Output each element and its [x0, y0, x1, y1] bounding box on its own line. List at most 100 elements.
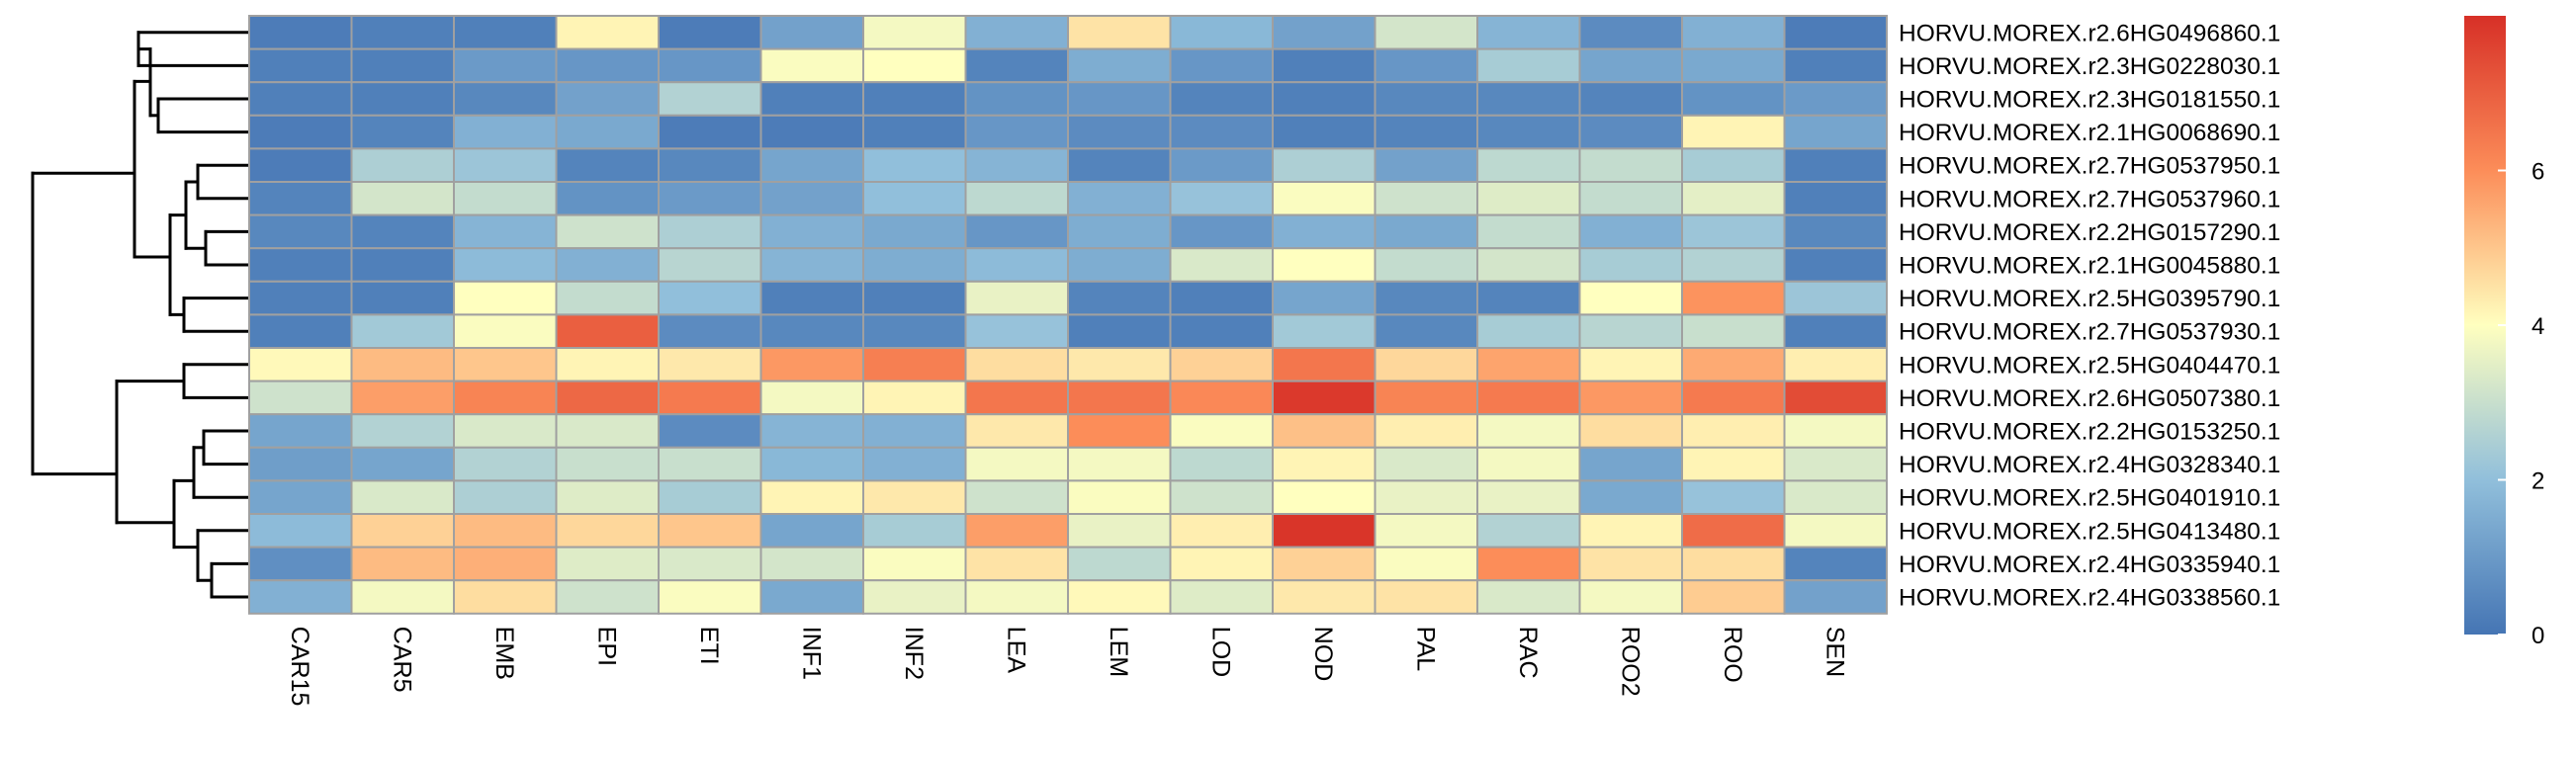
heatmap-cell — [350, 413, 455, 449]
heatmap-cell — [862, 47, 967, 84]
heatmap-cell — [453, 81, 558, 117]
heatmap-cell — [453, 247, 558, 283]
colorbar-tick-label: 2 — [2532, 468, 2544, 495]
heatmap-cell — [658, 413, 762, 449]
heatmap-cell — [964, 446, 1069, 482]
heatmap-cell — [1476, 247, 1581, 283]
heatmap-cell — [1272, 247, 1377, 283]
heatmap-cell — [1681, 147, 1786, 183]
heatmap-cell — [862, 413, 967, 449]
heatmap-cell — [1681, 114, 1786, 150]
heatmap-cell — [1272, 513, 1377, 549]
heatmap-cell — [1272, 579, 1377, 615]
heatmap-cell — [555, 280, 660, 316]
heatmap-cell — [1374, 513, 1478, 549]
heatmap-cell — [1783, 546, 1888, 582]
heatmap-cell — [1783, 380, 1888, 416]
heatmap-cell — [658, 147, 762, 183]
heatmap-cell — [964, 380, 1069, 416]
heatmap-cell — [759, 280, 864, 316]
heatmap-cell — [248, 513, 353, 549]
heatmap-cell — [453, 479, 558, 515]
heatmap-cell — [862, 147, 967, 183]
heatmap-cell — [964, 479, 1069, 515]
heatmap-cell — [1374, 81, 1478, 117]
heatmap-cell — [453, 280, 558, 316]
heatmap-cell — [453, 579, 558, 615]
column-label: LEA — [1002, 627, 1029, 674]
heatmap-cell — [964, 147, 1069, 183]
heatmap-cell — [1169, 47, 1274, 84]
heatmap-cell — [248, 114, 353, 150]
heatmap-cell — [555, 546, 660, 582]
row-label: HORVU.MOREX.r2.4HG0328340.1 — [1899, 452, 2280, 478]
heatmap-cell — [555, 513, 660, 549]
row-label: HORVU.MOREX.r2.4HG0335940.1 — [1899, 551, 2280, 578]
column-label: CAR5 — [388, 627, 415, 693]
heatmap-cell — [555, 347, 660, 382]
heatmap-cell — [1169, 81, 1274, 117]
heatmap-cell — [964, 513, 1069, 549]
heatmap-cell — [658, 47, 762, 84]
heatmap-cell — [1067, 546, 1172, 582]
column-label: RAC — [1514, 627, 1542, 679]
heatmap-cell — [1476, 213, 1581, 250]
heatmap-cell — [862, 446, 967, 482]
color-legend: 0 2 4 6 — [2464, 16, 2544, 649]
heatmap-cell — [555, 81, 660, 117]
heatmap-cell — [1783, 247, 1888, 283]
heatmap-cell — [1067, 313, 1172, 349]
heatmap-cell — [350, 313, 455, 349]
heatmap-cell — [658, 513, 762, 549]
row-label: HORVU.MOREX.r2.2HG0157290.1 — [1899, 219, 2280, 246]
heatmap-cell — [1681, 213, 1786, 250]
heatmap-cell — [658, 479, 762, 515]
heatmap-cell — [964, 546, 1069, 582]
heatmap-cell — [555, 147, 660, 183]
row-label: HORVU.MOREX.r2.7HG0537950.1 — [1899, 153, 2280, 180]
heatmap-cell — [453, 147, 558, 183]
heatmap-cell — [350, 247, 455, 283]
heatmap-cell — [1374, 181, 1478, 216]
heatmap-cell — [350, 81, 455, 117]
heatmap-cell — [1681, 347, 1786, 382]
heatmap-cell — [1374, 114, 1478, 150]
heatmap-cell — [862, 546, 967, 582]
heatmap-cell — [1783, 413, 1888, 449]
heatmap-cell — [1681, 15, 1786, 50]
heatmap-cell — [964, 413, 1069, 449]
column-labels: CAR15 CAR5 EMB EPI ETI INF1 INF2 LEA LEM LOD NOD PA… — [286, 627, 1849, 707]
heatmap-cell — [1783, 446, 1888, 482]
heatmap-cell — [555, 413, 660, 449]
column-label: LOD — [1206, 627, 1234, 677]
heatmap-cell — [1783, 114, 1888, 150]
heatmap-cell — [1067, 579, 1172, 615]
heatmap-cell — [350, 181, 455, 216]
heatmap-cell — [1476, 347, 1581, 382]
heatmap-cell — [1374, 579, 1478, 615]
column-label: ROO — [1719, 627, 1746, 683]
heatmap-cell — [1169, 181, 1274, 216]
heatmap-cell — [1169, 513, 1274, 549]
heatmap-cell — [1783, 81, 1888, 117]
heatmap-cell — [1067, 147, 1172, 183]
colorbar-tick-label: 0 — [2532, 623, 2544, 649]
heatmap-cell — [1578, 546, 1683, 582]
heatmap-cell — [1272, 313, 1377, 349]
column-label: ROO2 — [1616, 627, 1643, 697]
heatmap-cell — [964, 213, 1069, 250]
heatmap-cell — [1681, 479, 1786, 515]
heatmap-cell — [453, 213, 558, 250]
heatmap-cell — [1272, 280, 1377, 316]
heatmap-cell — [248, 380, 353, 416]
heatmap-cell — [658, 114, 762, 150]
heatmap-cell — [1681, 47, 1786, 84]
heatmap-cell — [1476, 579, 1581, 615]
heatmap-cell — [1578, 513, 1683, 549]
heatmap-cell — [759, 147, 864, 183]
heatmap-cell — [555, 446, 660, 482]
heatmap-cell — [350, 513, 455, 549]
heatmap-cell — [1272, 380, 1377, 416]
heatmap-cell — [350, 213, 455, 250]
heatmap-cell — [759, 413, 864, 449]
